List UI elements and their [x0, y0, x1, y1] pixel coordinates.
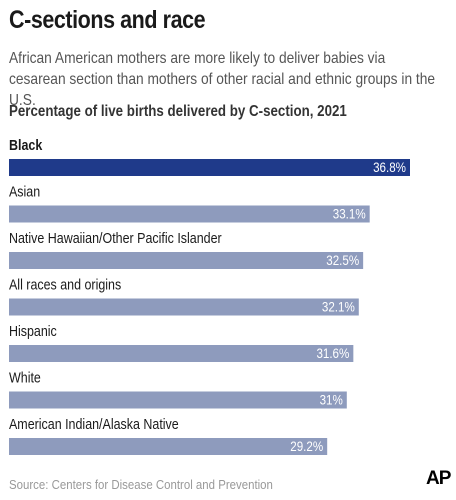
value-label: 31.6% [316, 346, 349, 361]
value-label: 29.2% [290, 439, 323, 454]
value-label: 36.8% [373, 160, 406, 175]
ap-logo: AP [426, 468, 451, 489]
bar [9, 391, 347, 409]
bar [9, 438, 328, 455]
bar [9, 252, 364, 269]
chart-subtitle: African American mothers are more likely… [9, 50, 436, 109]
value-label: 32.5% [326, 253, 359, 268]
category-label: Hispanic [9, 323, 57, 339]
category-label: American Indian/Alaska Native [9, 416, 179, 432]
category-label: White [9, 370, 41, 386]
bar-chart: Black 36.8% Asian 33.1% Native Hawaiian/Othe… [9, 137, 410, 455]
category-label: All races and origins [9, 277, 121, 293]
category-label: Native Hawaiian/Other Pacific Islander [9, 230, 222, 246]
value-label: 32.1% [322, 300, 355, 315]
category-label: Asian [9, 184, 40, 200]
bar [9, 298, 359, 316]
bar [9, 345, 354, 362]
value-label: 31% [320, 393, 343, 408]
category-label: Black [9, 137, 43, 153]
bar [9, 159, 410, 176]
source-note: Source: Centers for Disease Control and … [9, 477, 273, 492]
chart-heading: Percentage of live births delivered by C… [9, 103, 347, 120]
value-label: 33.1% [333, 207, 366, 222]
bar [9, 205, 370, 223]
chart-title: C-sections and race [9, 6, 206, 34]
